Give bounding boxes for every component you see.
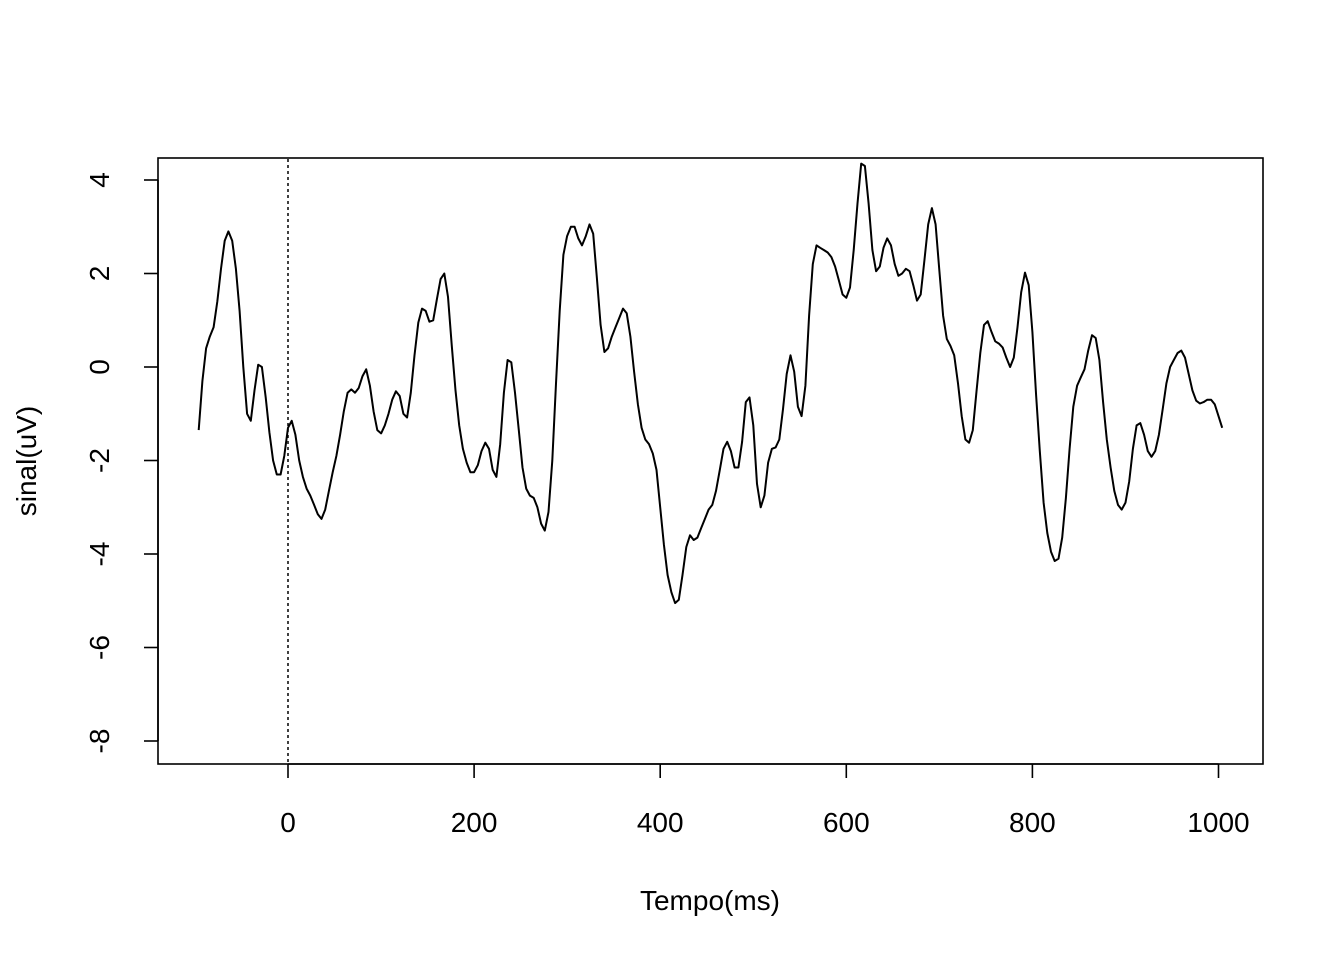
x-tick-label: 1000 [1187,807,1249,838]
x-tick-label: 0 [280,807,296,838]
x-tick-label: 200 [451,807,498,838]
y-tick-label: -4 [84,542,115,567]
x-tick-label: 600 [823,807,870,838]
y-tick-label: -8 [84,729,115,754]
signal-series-line [197,162,1224,605]
y-tick-label: 4 [84,172,115,188]
y-tick-label: -6 [84,635,115,660]
x-tick-label: 400 [637,807,684,838]
x-axis-title: Tempo(ms) [640,885,780,916]
plot-layer: 0 200 400 600 800 1000 4 2 0 -2 -4 -6 -8 [84,157,1264,838]
x-tick-label: 800 [1009,807,1056,838]
y-tick-label: -2 [84,448,115,473]
y-axis-title: sinal(uV) [11,406,42,516]
y-tick-label: 0 [84,359,115,375]
y-tick-label: 2 [84,266,115,282]
